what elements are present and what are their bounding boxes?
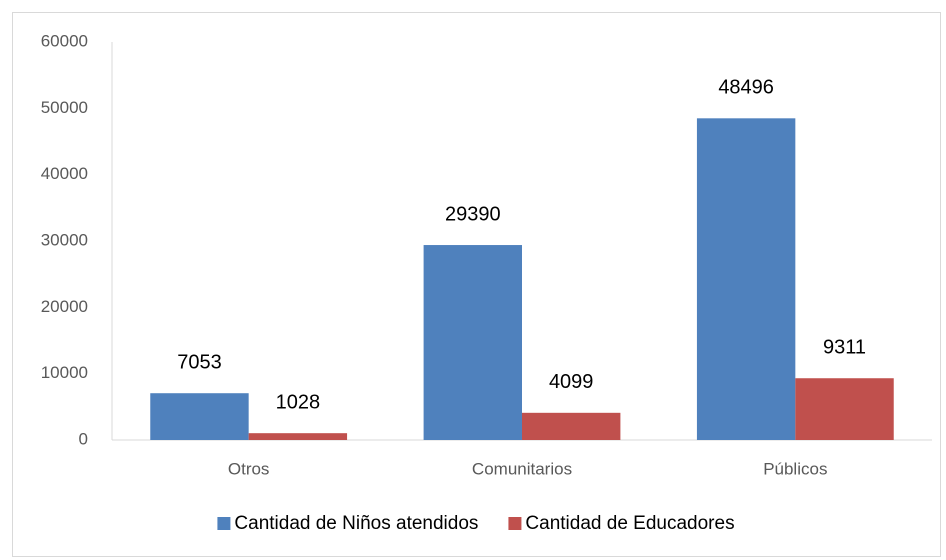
y-tick-label: 0 [79, 429, 88, 448]
y-tick-label: 50000 [41, 98, 88, 117]
data-label: 1028 [276, 391, 321, 413]
data-label: 9311 [823, 337, 866, 359]
legend-swatch [508, 517, 522, 530]
y-tick-label: 20000 [41, 297, 88, 316]
data-label: 4099 [549, 371, 594, 393]
bar [423, 245, 522, 440]
legend-label: Cantidad de Educadores [525, 513, 734, 534]
y-tick-label: 30000 [41, 230, 88, 249]
data-label: 48496 [718, 77, 774, 99]
bar [150, 393, 249, 440]
x-tick-label: Comunitarios [472, 459, 572, 478]
y-tick-label: 10000 [41, 363, 88, 382]
y-tick-label: 60000 [41, 31, 88, 50]
bar [696, 118, 796, 440]
legend-swatch [217, 517, 231, 530]
y-tick-label: 40000 [41, 164, 88, 183]
data-label: 29390 [445, 203, 501, 225]
data-label: 7053 [177, 351, 222, 373]
x-tick-label: Otros [228, 459, 270, 478]
bar [248, 433, 348, 440]
bar [795, 378, 894, 440]
x-tick-label: Públicos [763, 459, 827, 478]
legend-label: Cantidad de Niños atendidos [234, 513, 478, 534]
bar [522, 412, 621, 440]
